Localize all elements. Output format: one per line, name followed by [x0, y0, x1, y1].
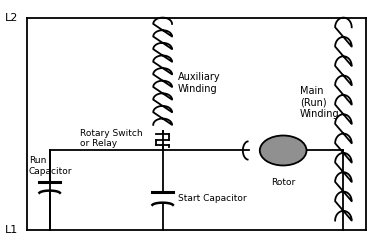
Text: Run
Capacitor: Run Capacitor [29, 156, 73, 176]
Circle shape [260, 136, 307, 165]
Text: L2: L2 [5, 13, 18, 23]
Text: L1: L1 [5, 225, 18, 235]
Text: Start Capacitor: Start Capacitor [178, 194, 246, 203]
Text: Rotary Switch
or Relay: Rotary Switch or Relay [80, 129, 143, 148]
Text: Rotor: Rotor [271, 178, 295, 187]
Text: Auxiliary
Winding: Auxiliary Winding [178, 72, 220, 94]
Text: Main
(Run)
Winding: Main (Run) Winding [300, 86, 340, 119]
